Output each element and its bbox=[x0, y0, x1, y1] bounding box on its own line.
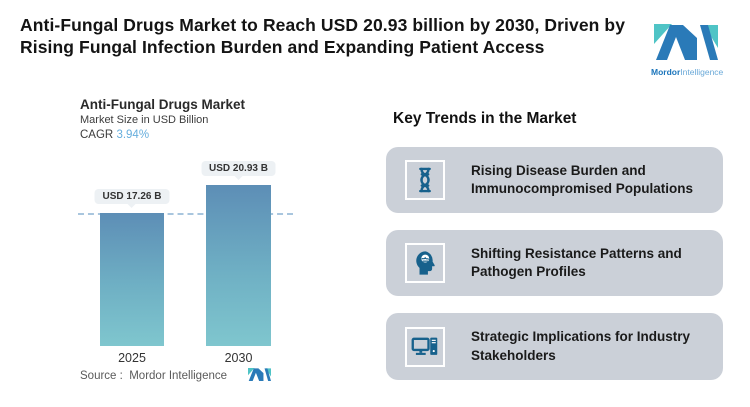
bar-rect bbox=[206, 185, 271, 346]
computer-icon bbox=[405, 326, 445, 367]
brand-logo: MordorIntelligence bbox=[651, 24, 724, 77]
brand-name: MordorIntelligence bbox=[651, 67, 724, 77]
chart-title: Anti-Fungal Drugs Market bbox=[80, 97, 246, 112]
trend-card-3: Strategic Implications for Industry Stak… bbox=[386, 313, 723, 380]
chart-cagr: CAGR 3.94% bbox=[80, 129, 149, 141]
bar-column-2025: USD 17.26 B 2025 bbox=[94, 150, 170, 365]
source-value: Mordor Intelligence bbox=[129, 370, 228, 382]
mordor-mini-logo-icon bbox=[248, 368, 271, 386]
cagr-label: CAGR bbox=[80, 129, 114, 141]
trend-card-text: Shifting Resistance Patterns and Pathoge… bbox=[471, 245, 682, 279]
bar-value-pill: USD 20.93 B bbox=[201, 161, 276, 176]
bar-rect bbox=[100, 213, 164, 346]
reference-dashed-line bbox=[78, 213, 293, 215]
trend-card-text: Strategic Implications for Industry Stak… bbox=[471, 329, 691, 363]
cagr-value: 3.94% bbox=[116, 129, 150, 141]
dna-icon bbox=[405, 160, 445, 200]
bar-column-2030: USD 20.93 B 2030 bbox=[201, 150, 276, 365]
trend-card-text: Rising Disease Burden and Immunocompromi… bbox=[471, 162, 694, 196]
mordor-logo-icon bbox=[654, 24, 718, 60]
chart-subtitle: Market Size in USD Billion bbox=[80, 114, 209, 126]
brain-head-icon bbox=[405, 243, 445, 283]
x-axis-label: 2030 bbox=[224, 351, 253, 365]
trend-cards: Rising Disease Burden and Immunocompromi… bbox=[386, 147, 723, 380]
trend-card-2: Shifting Resistance Patterns and Pathoge… bbox=[386, 230, 723, 296]
source-note: Source : Mordor Intelligence bbox=[80, 370, 227, 382]
bar-value-pill: USD 17.26 B bbox=[94, 189, 170, 204]
page-title: Anti-Fungal Drugs Market to Reach USD 20… bbox=[20, 15, 626, 57]
source-label: Source : bbox=[80, 370, 123, 382]
trends-heading: Key Trends in the Market bbox=[393, 110, 577, 127]
trend-card-1: Rising Disease Burden and Immunocompromi… bbox=[386, 147, 723, 213]
x-axis-label: 2025 bbox=[118, 351, 146, 365]
